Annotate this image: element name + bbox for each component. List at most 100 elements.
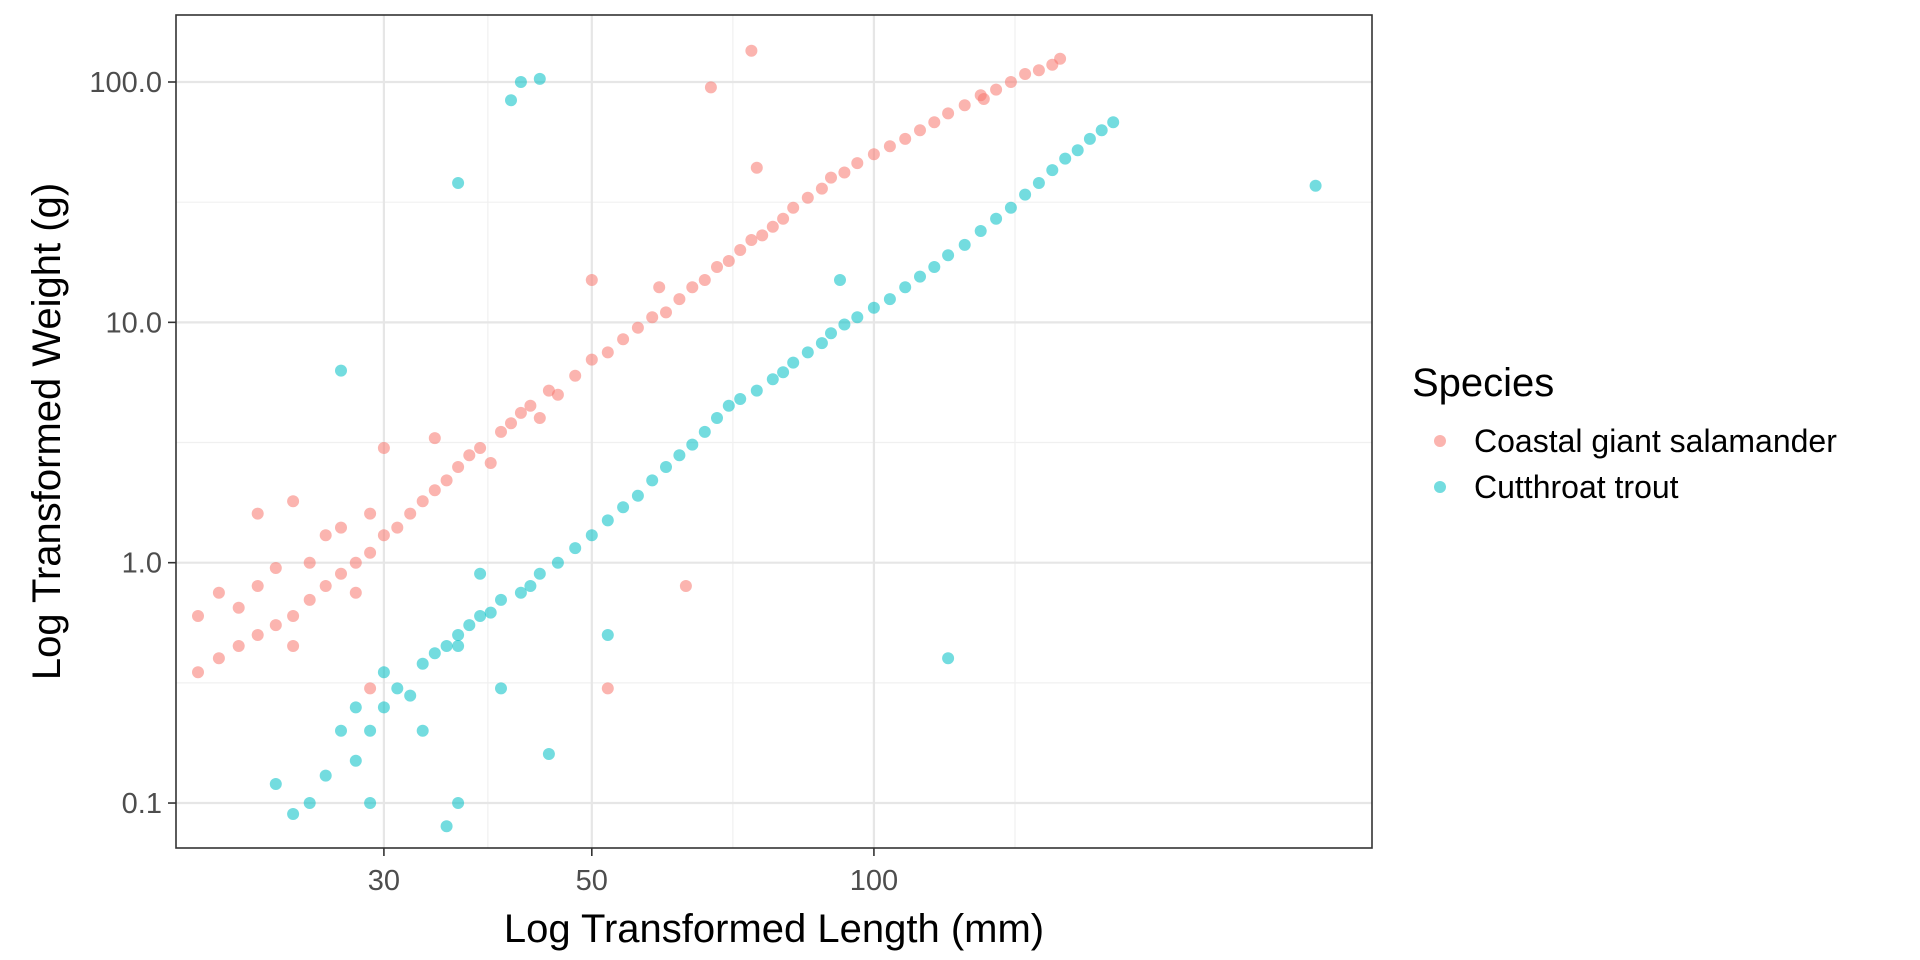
data-point <box>192 610 204 622</box>
data-point <box>349 701 362 714</box>
data-point <box>319 580 332 592</box>
data-point <box>928 261 941 273</box>
x-tick-label: 30 <box>368 865 400 897</box>
data-point <box>335 724 347 737</box>
data-point <box>958 99 971 112</box>
data-point <box>631 321 644 334</box>
x-tick-label: 100 <box>850 865 898 897</box>
data-points <box>192 44 1322 833</box>
data-point <box>319 769 332 782</box>
data-point <box>698 425 711 438</box>
data-point <box>542 748 555 760</box>
legend-key-coastal-giant-salamander <box>1434 435 1446 447</box>
data-point <box>1059 152 1072 165</box>
data-point <box>646 474 659 487</box>
data-point <box>428 647 441 660</box>
data-point <box>391 521 404 534</box>
data-point <box>416 495 429 508</box>
data-point <box>834 274 846 286</box>
data-point <box>653 281 666 294</box>
data-point <box>766 220 779 233</box>
data-point <box>585 529 598 542</box>
data-point <box>533 567 546 580</box>
data-point <box>686 438 699 451</box>
data-point <box>851 157 864 170</box>
data-point <box>377 442 390 454</box>
data-point <box>505 94 517 107</box>
data-point <box>867 148 880 161</box>
data-point <box>533 412 546 424</box>
data-point <box>722 255 735 267</box>
data-point <box>212 652 225 665</box>
data-point <box>704 81 717 94</box>
data-point <box>1071 144 1084 157</box>
data-point <box>825 327 837 340</box>
data-point <box>601 346 614 359</box>
y-tick-label: 100.0 <box>89 67 162 99</box>
data-point <box>192 666 204 679</box>
data-point <box>404 689 417 702</box>
data-point <box>524 580 537 592</box>
data-point <box>391 682 404 695</box>
data-point <box>734 244 747 256</box>
data-point <box>440 820 453 833</box>
data-point <box>745 234 758 246</box>
data-point <box>251 507 264 520</box>
data-point <box>1019 188 1032 201</box>
data-point <box>1032 64 1045 77</box>
data-point <box>232 601 245 614</box>
data-point <box>1004 76 1017 88</box>
data-point <box>1054 52 1067 65</box>
data-point <box>514 586 527 599</box>
data-point <box>777 212 790 225</box>
data-point <box>958 238 971 251</box>
data-point <box>303 556 316 569</box>
data-point <box>673 449 686 462</box>
data-point <box>801 346 814 359</box>
data-point <box>542 384 555 397</box>
data-point <box>452 640 465 652</box>
data-point <box>287 495 300 508</box>
data-point <box>452 461 465 473</box>
data-point <box>287 610 300 622</box>
data-point <box>756 229 769 242</box>
data-point <box>428 484 441 497</box>
data-point <box>269 562 282 574</box>
legend: Species Coastal giant salamander Cutthro… <box>1412 361 1837 505</box>
data-point <box>495 425 507 438</box>
data-point <box>722 399 735 412</box>
data-point <box>377 666 390 679</box>
legend-label-coastal-giant-salamander: Coastal giant salamander <box>1474 423 1837 459</box>
data-point <box>974 225 987 237</box>
data-point <box>251 580 264 592</box>
data-point <box>232 640 245 652</box>
data-point <box>750 384 763 397</box>
y-tick-label: 1.0 <box>122 548 162 580</box>
data-point <box>838 318 851 331</box>
data-point <box>484 606 497 619</box>
data-point <box>660 306 672 319</box>
data-point <box>452 797 465 809</box>
axis-ticks: 30 50 100 0.1 1.0 10.0 100.0 <box>89 67 898 897</box>
data-point <box>825 171 837 184</box>
data-point <box>899 281 912 294</box>
data-point <box>766 373 779 386</box>
data-point <box>514 76 527 88</box>
legend-label-cutthroat-trout: Cutthroat trout <box>1474 469 1679 505</box>
data-point <box>646 311 659 324</box>
data-point <box>990 212 1003 225</box>
data-point <box>750 161 763 174</box>
data-point <box>440 474 453 487</box>
data-point <box>474 442 487 454</box>
data-point <box>660 461 672 473</box>
data-point <box>1095 124 1108 137</box>
series-cutthroat-trout <box>269 72 1322 833</box>
data-point <box>463 619 476 632</box>
data-point <box>883 293 896 306</box>
data-point <box>914 270 926 283</box>
data-point <box>928 116 941 129</box>
data-point <box>514 406 527 419</box>
y-tick-label: 0.1 <box>122 788 162 820</box>
data-point <box>495 593 507 606</box>
